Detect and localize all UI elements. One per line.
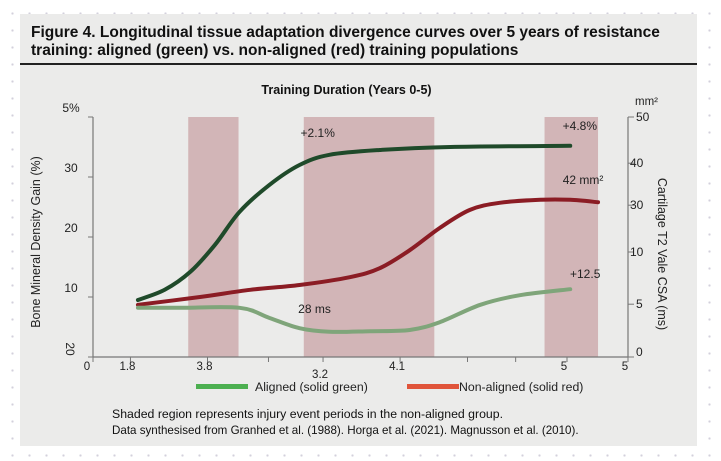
y-tick-label: 20 bbox=[64, 221, 78, 235]
y-axis-label: Bone Mineral Density Gain (%) bbox=[29, 156, 43, 328]
y2-tick-label: 50 bbox=[636, 110, 650, 124]
injury-shaded-region bbox=[303, 117, 435, 357]
annotation: +4.8% bbox=[563, 119, 598, 133]
x-tick-label: 5 bbox=[561, 361, 567, 373]
annotation: +12.5 bbox=[570, 267, 601, 281]
x-tick-label: 3.2 bbox=[312, 369, 328, 381]
legend-swatch-non-aligned bbox=[407, 384, 459, 389]
y2-tick-label: 10 bbox=[630, 245, 644, 259]
y-tick-label: 5% bbox=[62, 101, 80, 115]
y2-tick-label: 0 bbox=[636, 345, 643, 359]
y2-axis-label: Cartilage T2 Vale CSA (ms) bbox=[655, 178, 669, 330]
figure-panel: Figure 4. Longitudinal tissue adaptation… bbox=[20, 14, 697, 446]
legend-label-non-aligned: Non-aligned (solid red) bbox=[459, 380, 583, 394]
y2-tick-label: 30 bbox=[630, 198, 644, 212]
caption-line-2: Data synthesised from Granhed et al. (19… bbox=[112, 424, 579, 437]
legend-swatch-aligned bbox=[196, 384, 248, 389]
y2-unit: mm² bbox=[635, 96, 658, 108]
x-tick-label: 4.1 bbox=[389, 361, 405, 373]
legend-label-aligned: Aligned (solid green) bbox=[255, 380, 368, 394]
aligned-bmd-line bbox=[135, 143, 573, 302]
x-tick-label: 3.8 bbox=[196, 361, 212, 373]
chart-title: Training Duration (Years 0-5) bbox=[261, 83, 431, 97]
injury-shaded-region bbox=[544, 117, 599, 357]
y2-tick-label: 5 bbox=[636, 297, 643, 311]
chart: 0 1.8 3.83.24.1 5 5201020305%0510304050mm²Tr… bbox=[29, 83, 669, 394]
y2-tick-label: 40 bbox=[630, 156, 644, 170]
non-aligned-line bbox=[135, 197, 601, 307]
injury-shaded-region bbox=[188, 117, 239, 357]
x-tick-label: 0 bbox=[84, 361, 90, 373]
x-tick-label: 1.8 bbox=[119, 361, 135, 373]
aligned-t2-line bbox=[135, 287, 573, 334]
annotation: +2.1% bbox=[301, 126, 336, 140]
caption-line-1: Shaded region represents injury event pe… bbox=[112, 407, 504, 421]
figure-title: Figure 4. Longitudinal tissue adaptation… bbox=[31, 24, 660, 59]
annotation: 28 ms bbox=[298, 302, 331, 316]
x-tick-label: 5 bbox=[622, 361, 628, 373]
y-tick-label: 10 bbox=[64, 281, 78, 295]
annotation: 42 mm² bbox=[563, 173, 604, 187]
title-divider bbox=[20, 63, 697, 65]
y-tick-label: 20 bbox=[63, 342, 77, 356]
y-tick-label: 30 bbox=[64, 161, 78, 175]
